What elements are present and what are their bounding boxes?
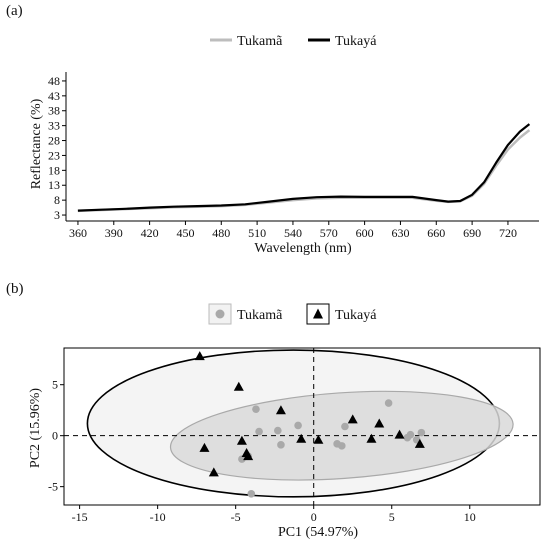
- x-tick-label-a: 720: [499, 226, 517, 240]
- x-tick-label-b: -10: [150, 510, 166, 524]
- y-tick-label-a: 13: [48, 178, 60, 192]
- point-tukama: [406, 430, 415, 439]
- confidence-ellipse-tukama: [169, 390, 514, 481]
- x-tick-label-a: 540: [284, 226, 302, 240]
- point-tukaya: [243, 451, 254, 461]
- x-tick-label-a: 450: [176, 226, 194, 240]
- legend-a-tukaya-label: Tukayá: [335, 34, 377, 49]
- x-tick-label-b: 0: [311, 510, 317, 524]
- panel-b: (b) Tukamã Tukayá -15 -10 -5 0 5 10 -5 0 5 PC1 (…: [6, 281, 541, 540]
- axes-a: 360 390 420 450 480 510 540 570 600 630 660 690 720 3…: [48, 72, 539, 240]
- point-tukama: [417, 428, 426, 437]
- x-tick-label-a: 510: [248, 226, 266, 240]
- y-tick-label-a: 38: [48, 104, 60, 118]
- series-line-tukaya: [77, 123, 531, 212]
- x-tick-label-a: 480: [212, 226, 230, 240]
- x-axis-title-a: Wavelength (nm): [254, 241, 352, 256]
- x-tick-label-b: -15: [72, 510, 88, 524]
- x-tick-label-a: 420: [141, 226, 159, 240]
- y-tick-label-b: 0: [52, 429, 58, 443]
- legend-a: Tukamã Tukayá: [210, 34, 377, 49]
- point-tukama: [277, 441, 285, 449]
- ellipses-b: [86, 349, 514, 498]
- y-tick-label-a: 8: [54, 193, 60, 207]
- point-tukaya: [414, 438, 425, 448]
- point-tukaya: [233, 381, 244, 391]
- x-tick-label-a: 630: [391, 226, 409, 240]
- point-tukaya: [347, 414, 358, 424]
- panel-b-label: (b): [6, 281, 24, 297]
- point-tukama: [252, 405, 260, 413]
- legend-b-tukama-label: Tukamã: [237, 308, 283, 323]
- point-tukaya: [199, 442, 210, 452]
- series-a: [77, 123, 531, 213]
- point-tukama: [238, 455, 246, 463]
- point-tukaya: [208, 467, 219, 477]
- x-tick-label-a: 360: [69, 226, 87, 240]
- y-axis-title-b: PC2 (15.96%): [28, 388, 43, 468]
- point-tukama: [247, 489, 256, 498]
- point-tukama: [255, 427, 263, 436]
- panel-a-label: (a): [6, 3, 23, 19]
- legend-b-tukama-marker: [215, 309, 225, 319]
- x-tick-label-b: 10: [464, 510, 476, 524]
- x-tick-label-b: 5: [389, 510, 395, 524]
- legend-a-tukama-label: Tukamã: [237, 34, 283, 49]
- point-tukaya: [374, 418, 385, 428]
- y-tick-label-a: 33: [48, 119, 60, 133]
- x-tick-label-a: 660: [427, 226, 445, 240]
- point-tukaya: [194, 351, 205, 361]
- plot-frame-b: [63, 347, 541, 506]
- legend-b-tukaya-marker: [313, 308, 323, 319]
- panel-a: (a) Tukamã Tukayá 360 390 420 450 480 510 540 5…: [6, 3, 539, 256]
- y-tick-label-a: 48: [48, 74, 60, 88]
- point-tukama: [337, 442, 346, 450]
- point-tukaya: [275, 405, 286, 415]
- point-tukaya: [236, 435, 247, 445]
- x-tick-label-a: 390: [105, 226, 123, 240]
- y-tick-label-b: -5: [48, 480, 58, 494]
- point-tukaya: [394, 429, 405, 439]
- x-tick-label-a: 600: [356, 226, 374, 240]
- point-tukaya: [296, 433, 307, 443]
- point-tukama: [384, 399, 393, 407]
- x-tick-label-b: -5: [231, 510, 241, 524]
- legend-b: Tukamã Tukayá: [208, 303, 377, 325]
- x-axis-title-b: PC1 (54.97%): [278, 525, 358, 540]
- y-tick-label-a: 28: [48, 134, 60, 148]
- x-tick-label-a: 690: [463, 226, 481, 240]
- point-tukaya: [313, 434, 324, 444]
- y-tick-label-a: 3: [54, 208, 60, 222]
- point-tukaya: [366, 433, 377, 443]
- y-axis-title-a: Reflectance (%): [29, 98, 44, 189]
- y-tick-label-a: 18: [48, 163, 60, 177]
- points-b: [194, 351, 426, 498]
- legend-b-tukaya-label: Tukayá: [335, 308, 377, 323]
- point-tukama: [341, 422, 349, 431]
- y-tick-label-a: 43: [48, 89, 60, 103]
- point-tukama: [294, 421, 302, 430]
- y-tick-label-b: 5: [52, 378, 58, 392]
- x-tick-label-a: 570: [320, 226, 338, 240]
- y-tick-label-a: 23: [48, 148, 60, 162]
- point-tukama: [274, 426, 282, 435]
